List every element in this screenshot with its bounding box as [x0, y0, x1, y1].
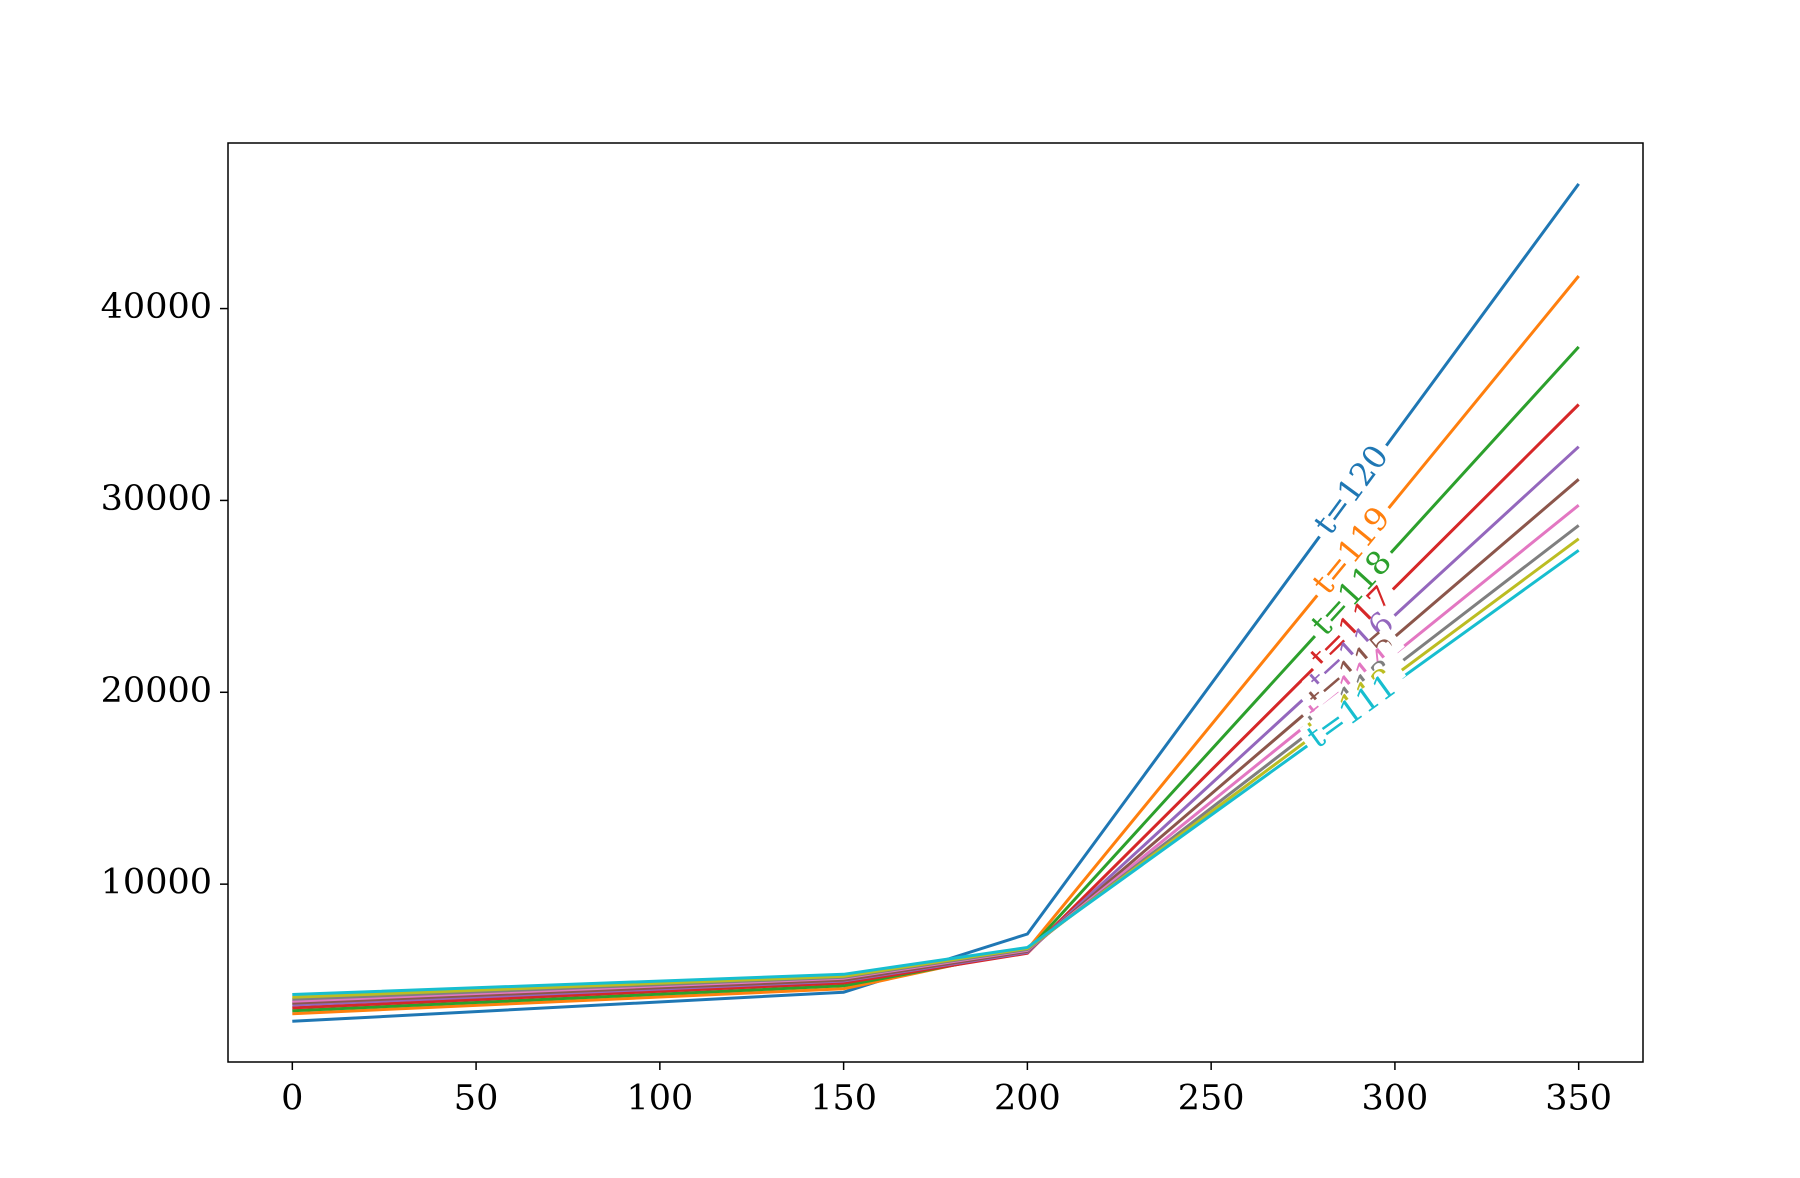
y-tick-label: 10000	[101, 863, 212, 903]
y-tick-label: 40000	[101, 287, 212, 327]
x-tick-label: 150	[810, 1079, 877, 1119]
x-tick-label: 200	[994, 1079, 1061, 1119]
line-label-bg	[1308, 437, 1398, 545]
x-tick-label: 350	[1545, 1079, 1612, 1119]
line-label-bg	[1306, 499, 1400, 605]
line-label-bg	[1304, 543, 1402, 646]
y-tick-label: 30000	[101, 479, 212, 519]
x-tick-label: 300	[1362, 1079, 1429, 1119]
x-tick-label: 250	[1178, 1079, 1245, 1119]
plot-area	[292, 183, 1580, 1023]
x-tick-label: 0	[281, 1079, 303, 1119]
x-tick-label: 50	[454, 1079, 499, 1119]
line-label-bg	[1298, 668, 1407, 758]
axes-frame	[227, 142, 1644, 1063]
line-label-bg	[1303, 579, 1403, 679]
y-tick-label: 20000	[101, 671, 212, 711]
series-line	[292, 549, 1580, 996]
x-tick-label: 100	[626, 1079, 693, 1119]
